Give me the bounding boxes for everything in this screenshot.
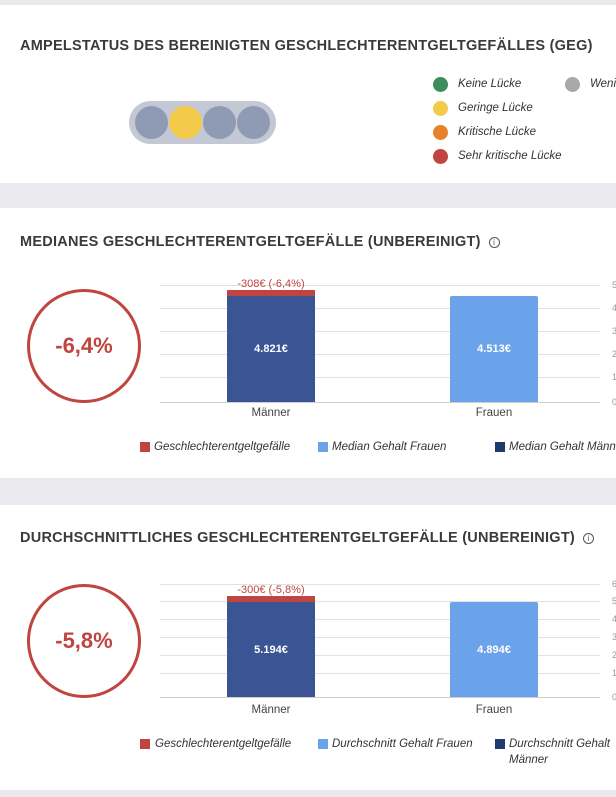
y-tick: 6 bbox=[612, 579, 616, 589]
x-axis-line bbox=[160, 402, 600, 403]
y-tick: 5 bbox=[612, 280, 616, 290]
median-title-text: MEDIANES GESCHLECHTERENTGELTGEFÄLLE (UNB… bbox=[20, 234, 481, 250]
legend-label-line2: Männer bbox=[509, 754, 548, 766]
grid-line bbox=[160, 308, 600, 309]
y-tick: 3 bbox=[612, 326, 616, 336]
y-tick: 1 bbox=[612, 668, 616, 678]
median-gap-ring: -6,4% bbox=[27, 289, 141, 403]
y-tick: 0 bbox=[612, 692, 616, 702]
grid-line bbox=[160, 331, 600, 332]
info-icon[interactable]: i bbox=[488, 237, 500, 248]
mean-title-text: DURCHSCHNITTLICHES GESCHLECHTERENTGELTGE… bbox=[20, 530, 576, 546]
mean-bar-frauen: 4.894€ bbox=[450, 602, 538, 697]
legend-label: Geschlechterentgeltgefälle bbox=[155, 738, 292, 750]
mean-gap-bar bbox=[227, 596, 315, 602]
y-tick: 3 bbox=[612, 632, 616, 642]
legend-swatch bbox=[140, 442, 150, 452]
median-bar-maenner: 4.821€ bbox=[227, 296, 315, 402]
mean-cat-frauen: Frauen bbox=[475, 704, 513, 716]
legend-swatch bbox=[140, 739, 150, 749]
legend-swatch bbox=[318, 739, 328, 749]
legend-label-sehr-kritische: Sehr kritische Lücke bbox=[458, 150, 562, 162]
mean-gap-ring: -5,8% bbox=[27, 584, 141, 698]
legend-label: Durchschnitt Gehalt Frauen bbox=[332, 738, 473, 750]
legend-dot-sehr-kritische bbox=[433, 149, 448, 164]
median-cat-maenner: Männer bbox=[251, 407, 291, 419]
legend-dot-geringe bbox=[433, 101, 448, 116]
traffic-light bbox=[129, 101, 276, 144]
legend-label-kritische: Kritische Lücke bbox=[458, 126, 536, 138]
grid-line bbox=[160, 601, 600, 602]
legend-dot-keine bbox=[433, 77, 448, 92]
traffic-lamp-1 bbox=[135, 106, 168, 139]
grid-line bbox=[160, 285, 600, 286]
traffic-status-card: AMPELSTATUS DES BEREINIGTEN GESCHLECHTER… bbox=[0, 5, 616, 183]
legend-swatch bbox=[495, 739, 505, 749]
median-cat-frauen: Frauen bbox=[475, 407, 513, 419]
legend-label-geringe: Geringe Lücke bbox=[458, 102, 533, 114]
grid-line bbox=[160, 673, 600, 674]
median-bar-frauen: 4.513€ bbox=[450, 296, 538, 402]
legend-label: Median Gehalt Frauen bbox=[332, 441, 447, 453]
grid-line bbox=[160, 584, 600, 585]
mean-card-title: DURCHSCHNITTLICHES GESCHLECHTERENTGELTGE… bbox=[20, 530, 595, 546]
y-tick: 2 bbox=[612, 349, 616, 359]
legend-label: Durchschnitt Gehalt bbox=[509, 738, 610, 750]
mean-cat-maenner: Männer bbox=[251, 704, 291, 716]
info-icon[interactable]: i bbox=[583, 533, 595, 544]
traffic-card-title: AMPELSTATUS DES BEREINIGTEN GESCHLECHTER… bbox=[20, 38, 593, 54]
x-axis-line bbox=[160, 697, 600, 698]
y-tick: 4 bbox=[612, 614, 616, 624]
grid-line bbox=[160, 637, 600, 638]
traffic-lamp-4 bbox=[237, 106, 270, 139]
grid-line bbox=[160, 655, 600, 656]
traffic-lamp-2 bbox=[169, 106, 202, 139]
legend-swatch bbox=[495, 442, 505, 452]
median-card-title: MEDIANES GESCHLECHTERENTGELTGEFÄLLE (UNB… bbox=[20, 234, 500, 250]
grid-line bbox=[160, 619, 600, 620]
legend-label-keine: Keine Lücke bbox=[458, 78, 522, 90]
y-tick: 0 bbox=[612, 397, 616, 407]
grid-line bbox=[160, 354, 600, 355]
legend-label-weni: Weni bbox=[590, 78, 616, 90]
mean-gap-card: DURCHSCHNITTLICHES GESCHLECHTERENTGELTGE… bbox=[0, 505, 616, 790]
y-tick: 2 bbox=[612, 650, 616, 660]
traffic-lamp-3 bbox=[203, 106, 236, 139]
y-tick: 4 bbox=[612, 303, 616, 313]
legend-swatch bbox=[318, 442, 328, 452]
grid-line bbox=[160, 377, 600, 378]
y-tick: 1 bbox=[612, 372, 616, 382]
y-tick: 5 bbox=[612, 596, 616, 606]
legend-label: Geschlechterentgeltgefälle bbox=[154, 441, 291, 453]
median-gap-bar bbox=[227, 290, 315, 296]
legend-label: Median Gehalt Männ bbox=[509, 441, 616, 453]
mean-gap-label: -300€ (-5,8%) bbox=[237, 584, 305, 596]
mean-bar-maenner: 5.194€ bbox=[227, 602, 315, 697]
legend-dot-kritische bbox=[433, 125, 448, 140]
median-gap-card: MEDIANES GESCHLECHTERENTGELTGEFÄLLE (UNB… bbox=[0, 208, 616, 478]
legend-dot-weni bbox=[565, 77, 580, 92]
median-gap-label: -308€ (-6,4%) bbox=[237, 278, 305, 290]
